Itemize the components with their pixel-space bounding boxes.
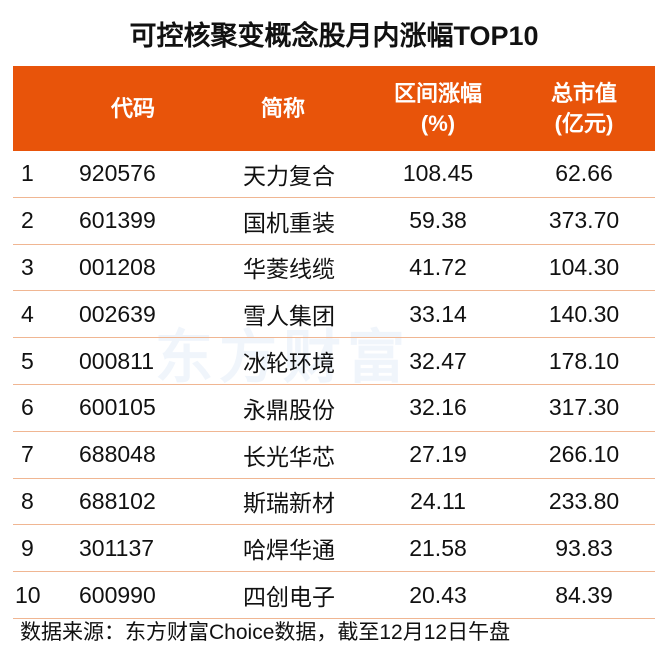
- chart-title: 可控核聚变概念股月内涨幅TOP10: [129, 21, 539, 51]
- cell-cap: 373.70: [548, 207, 620, 234]
- cell-rank: 3: [21, 253, 34, 280]
- header-change-line1: 区间涨幅: [393, 80, 482, 106]
- header-cap-line2: (亿元): [554, 110, 614, 136]
- cell-name: 长光华芯: [243, 443, 335, 470]
- table-body: 1 920576 天力复合 108.45 62.66 2 601399 国机重装…: [13, 151, 655, 619]
- source-note: 数据来源：东方财富Choice数据，截至12月12日午盘: [20, 621, 511, 644]
- table-header: 代码 简称 区间涨幅 (%) 总市值 (亿元): [13, 66, 655, 151]
- cell-code: 301137: [79, 534, 155, 561]
- table-row: 10 600990 四创电子 20.43 84.39: [13, 572, 655, 619]
- cell-cap: 233.80: [548, 487, 620, 514]
- cell-code: 920576: [79, 160, 156, 187]
- cell-change: 41.72: [409, 253, 467, 280]
- header-code: 代码: [110, 95, 155, 121]
- cell-code: 601399: [79, 207, 156, 234]
- cell-change: 33.14: [409, 300, 467, 327]
- cell-change: 32.47: [409, 347, 467, 374]
- cell-name: 永鼎股份: [243, 396, 335, 423]
- data-table: 代码 简称 区间涨幅 (%) 总市值 (亿元) 1 920576 天力复合 10…: [13, 66, 655, 619]
- cell-change: 27.19: [409, 441, 467, 468]
- table-row: 1 920576 天力复合 108.45 62.66: [13, 151, 655, 198]
- table-row: 3 001208 华菱线缆 41.72 104.30: [13, 245, 655, 292]
- cell-name: 华菱线缆: [243, 256, 335, 283]
- cell-change: 24.11: [410, 487, 466, 514]
- cell-code: 001208: [79, 253, 156, 280]
- cell-change: 20.43: [409, 581, 467, 608]
- cell-rank: 4: [21, 300, 34, 327]
- cell-name: 四创电子: [243, 584, 335, 611]
- cell-rank: 2: [21, 207, 34, 234]
- table-row: 4 002639 雪人集团 33.14 140.30: [13, 291, 655, 339]
- header-cap: 总市值 (亿元): [513, 79, 655, 139]
- cell-cap: 84.39: [555, 581, 613, 608]
- cell-rank: 9: [21, 534, 34, 561]
- table-row: 7 688048 长光华芯 27.19 266.10: [13, 432, 655, 479]
- table-row: 2 601399 国机重装 59.38 373.70: [13, 198, 655, 245]
- cell-cap: 266.10: [548, 441, 620, 468]
- table-row: 5 000811 冰轮环境 32.47 178.10: [13, 338, 655, 385]
- cell-code: 000811: [79, 347, 155, 374]
- cell-cap: 140.30: [548, 300, 620, 327]
- cell-change: 59.38: [409, 207, 467, 234]
- table-row: 6 600105 永鼎股份 32.16 317.30: [13, 385, 655, 432]
- cell-cap: 317.30: [548, 394, 620, 421]
- cell-name: 冰轮环境: [243, 350, 335, 377]
- cell-rank: 1: [21, 160, 34, 187]
- table-row: 9 301137 哈焊华通 21.58 93.83: [13, 525, 655, 573]
- cell-rank: 5: [21, 347, 34, 374]
- cell-cap: 104.30: [548, 253, 620, 280]
- cell-code: 002639: [79, 300, 156, 327]
- cell-cap: 178.10: [548, 347, 620, 374]
- cell-code: 600105: [79, 394, 156, 421]
- cell-cap: 62.66: [555, 160, 613, 187]
- cell-change: 21.58: [409, 534, 467, 561]
- header-change: 区间涨幅 (%): [363, 79, 513, 139]
- cell-rank: 8: [21, 487, 34, 514]
- cell-code: 600990: [79, 581, 156, 608]
- cell-rank: 7: [21, 441, 34, 468]
- cell-name: 国机重装: [243, 209, 335, 236]
- cell-code: 688048: [79, 441, 156, 468]
- cell-change: 108.45: [402, 160, 474, 187]
- header-name: 简称: [260, 95, 305, 121]
- cell-change: 32.16: [409, 394, 467, 421]
- table-row: 8 688102 斯瑞新材 24.11 233.80: [13, 479, 655, 526]
- header-cap-line1: 总市值: [550, 80, 617, 106]
- cell-name: 天力复合: [243, 162, 335, 189]
- cell-name: 哈焊华通: [243, 537, 335, 564]
- header-change-line2: (%): [420, 110, 456, 136]
- cell-rank: 6: [21, 394, 34, 421]
- cell-code: 688102: [79, 487, 156, 514]
- cell-name: 雪人集团: [243, 303, 335, 330]
- cell-name: 斯瑞新材: [243, 490, 335, 517]
- cell-cap: 93.83: [555, 534, 613, 561]
- cell-rank: 10: [15, 581, 41, 608]
